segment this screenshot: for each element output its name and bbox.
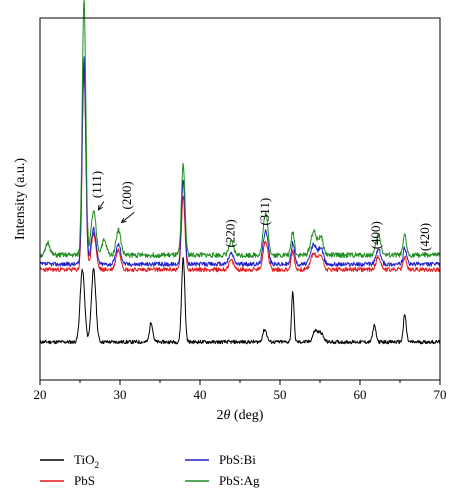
x-axis-label-prefix: 2 — [217, 408, 224, 423]
peak-label-1: (200) — [119, 181, 134, 209]
series-line-1 — [39, 69, 441, 273]
peak-label-0: (111) — [89, 171, 104, 198]
y-axis-label: Intensity (a.u.) — [13, 158, 28, 240]
series-line-3 — [39, 0, 441, 259]
series-line-0 — [39, 256, 441, 345]
x-tick-label-0: 20 — [34, 387, 47, 402]
series-line-2 — [39, 56, 441, 267]
legend-label-3: PbS:Ag — [219, 473, 260, 488]
peak-label-5: (420) — [417, 223, 432, 251]
peak-arrow-0 — [98, 201, 105, 211]
peak-label-3: (311) — [257, 198, 272, 226]
x-axis: 20 30 40 50 60 70 — [34, 380, 447, 402]
legend-label-0: TiO2 — [74, 452, 99, 470]
peak-arrow-1 — [121, 212, 135, 223]
x-tick-label-4: 60 — [354, 387, 367, 402]
peak-label-4: (400) — [368, 221, 383, 249]
peak-arrowhead-1 — [120, 217, 127, 224]
peak-label-2: (220) — [222, 219, 237, 247]
x-axis-label: 2θ (deg) — [217, 408, 264, 423]
x-axis-label-suffix: (deg) — [230, 408, 263, 423]
series-lines — [39, 0, 441, 345]
legend-label-2: PbS:Bi — [219, 452, 256, 467]
peak-arrowhead-0 — [97, 204, 103, 211]
x-tick-label-3: 50 — [274, 387, 287, 402]
legend-label-1: PbS — [74, 473, 95, 488]
peak-annotations: (111) (200) (220) (311) (400) (420) — [89, 171, 432, 251]
x-tick-label-1: 30 — [114, 387, 127, 402]
x-axis-label-symbol: θ — [224, 408, 231, 423]
legend: TiO2 PbS PbS:Bi PbS:Ag — [40, 452, 260, 488]
x-tick-label-2: 40 — [194, 387, 207, 402]
x-tick-label-5: 70 — [434, 387, 447, 402]
